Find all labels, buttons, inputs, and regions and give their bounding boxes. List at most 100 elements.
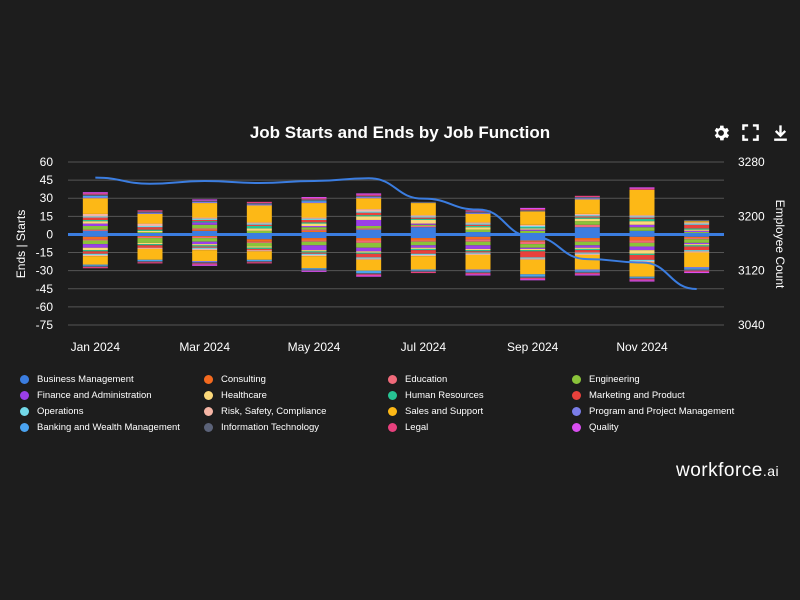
legend-item[interactable]: Engineering: [572, 374, 640, 385]
legend-item[interactable]: Banking and Wealth Management: [20, 422, 180, 433]
bar-segment-end: [246, 241, 272, 243]
bar-segment-start: [82, 223, 108, 226]
bar-segment-end: [137, 238, 163, 243]
legend-item[interactable]: Operations: [20, 406, 83, 417]
legend-item[interactable]: Healthcare: [204, 390, 267, 401]
y-axis-left: 60 45 30 15 0 -15 -30 -45 -60 -75: [36, 155, 54, 332]
bar-segment-start: [137, 229, 163, 231]
bar-segment-end: [356, 275, 382, 277]
legend-label: Quality: [589, 422, 619, 433]
bar-segment-start: [410, 225, 436, 228]
bar-segment-start: [246, 222, 272, 224]
bar-segment-start: [301, 199, 327, 201]
bar-segment-end: [684, 268, 710, 270]
bar-segment-start: [629, 187, 655, 189]
bar-segment-end: [465, 245, 491, 249]
bar-segment-end: [574, 252, 600, 254]
bar-segment-end: [684, 236, 710, 239]
legend-label: Operations: [37, 406, 84, 417]
legend-item[interactable]: Program and Project Management: [572, 406, 734, 417]
y-tick-label: -60: [36, 300, 54, 314]
bar-segment-start: [629, 218, 655, 222]
bar-segment-end: [356, 258, 382, 260]
y-tick-label: 60: [40, 155, 54, 169]
legend-label: Program and Project Management: [589, 406, 735, 417]
legend-item[interactable]: Human Resources: [388, 390, 484, 401]
bar-segment-start: [410, 217, 436, 219]
bar-segment-end: [301, 254, 327, 257]
bar-segment-start: [137, 213, 163, 224]
bar-segment-end: [356, 252, 382, 254]
bar-segment-end: [356, 259, 382, 271]
bar-segment-end: [410, 256, 436, 270]
bar-segment-start: [465, 229, 491, 233]
bar-segment-start: [301, 203, 327, 218]
bar-segment-end: [137, 262, 163, 264]
bar-segment-end: [629, 277, 655, 280]
bar-segment-end: [629, 259, 655, 262]
bar-segment-end: [192, 248, 218, 251]
bar-segment-start: [192, 221, 218, 223]
bar-segment-end: [520, 259, 546, 275]
bar-segment-start: [684, 224, 710, 229]
download-icon[interactable]: [770, 122, 791, 143]
bar-segment-end: [82, 265, 108, 268]
bar-segment-end: [465, 273, 491, 275]
bar-segment-end: [574, 245, 600, 248]
legend-marker: [204, 391, 213, 400]
bar-segment-start: [137, 225, 163, 228]
bar-segment-start: [684, 219, 710, 222]
fullscreen-icon[interactable]: [740, 122, 761, 143]
bar-segment-start: [356, 193, 382, 195]
bar-segment-start: [574, 218, 600, 222]
bar-segment-start: [520, 225, 546, 228]
bar-segment-end: [301, 253, 327, 255]
legend-item[interactable]: Consulting: [204, 374, 266, 385]
gear-icon[interactable]: [710, 122, 731, 143]
legend-item[interactable]: Finance and Administration: [20, 390, 152, 401]
bar-segment-start: [520, 211, 546, 225]
bar-segment-end: [246, 248, 272, 251]
bar-segment-end: [520, 240, 546, 242]
bar-segment-start: [82, 217, 108, 220]
bar-segment-start: [356, 209, 382, 212]
bar-segment-end: [192, 264, 218, 266]
bar-segment-end: [246, 242, 272, 247]
legend-item[interactable]: Information Technology: [204, 422, 319, 433]
bar-segment-start: [82, 198, 108, 214]
bar-segment-start: [629, 216, 655, 218]
bar-segment-end: [684, 244, 710, 246]
legend-item[interactable]: Marketing and Product: [572, 390, 685, 401]
bar-segment-start: [246, 204, 272, 206]
x-tick-label: Jul 2024: [401, 340, 447, 354]
bar-segment-end: [684, 252, 710, 268]
legend-item[interactable]: Risk, Safety, Compliance: [204, 406, 326, 417]
y2-tick-label: 3280: [738, 155, 765, 169]
bar-segment-end: [356, 251, 382, 253]
legend-marker: [204, 423, 213, 432]
bar-segment-end: [301, 240, 327, 242]
bar-segment-end: [520, 274, 546, 277]
bar-segment-start: [246, 205, 272, 223]
legend-item[interactable]: Business Management: [20, 374, 134, 385]
bar-segment-start: [137, 232, 163, 234]
bar-segment-end: [684, 251, 710, 253]
legend-item[interactable]: Education: [388, 374, 447, 385]
bar-segment-end: [82, 236, 108, 240]
bar-segment-end: [246, 246, 272, 248]
legend-item[interactable]: Legal: [388, 422, 428, 433]
legend-label: Sales and Support: [405, 406, 484, 417]
bar-segment-end: [629, 276, 655, 278]
x-tick-label: Jan 2024: [71, 340, 121, 354]
bar-segment-end: [301, 269, 327, 271]
bar-segment-end: [520, 277, 546, 280]
legend-item[interactable]: Sales and Support: [388, 406, 483, 417]
bar-segment-start: [410, 227, 436, 235]
bar-segment-start: [82, 195, 108, 198]
bar-segment-start: [410, 201, 436, 204]
bar-segment-start: [574, 217, 600, 219]
bar-segment-start: [684, 228, 710, 230]
bar-segment-end: [192, 245, 218, 247]
legend-item[interactable]: Quality: [572, 422, 619, 433]
bar-segment-start: [356, 197, 382, 199]
